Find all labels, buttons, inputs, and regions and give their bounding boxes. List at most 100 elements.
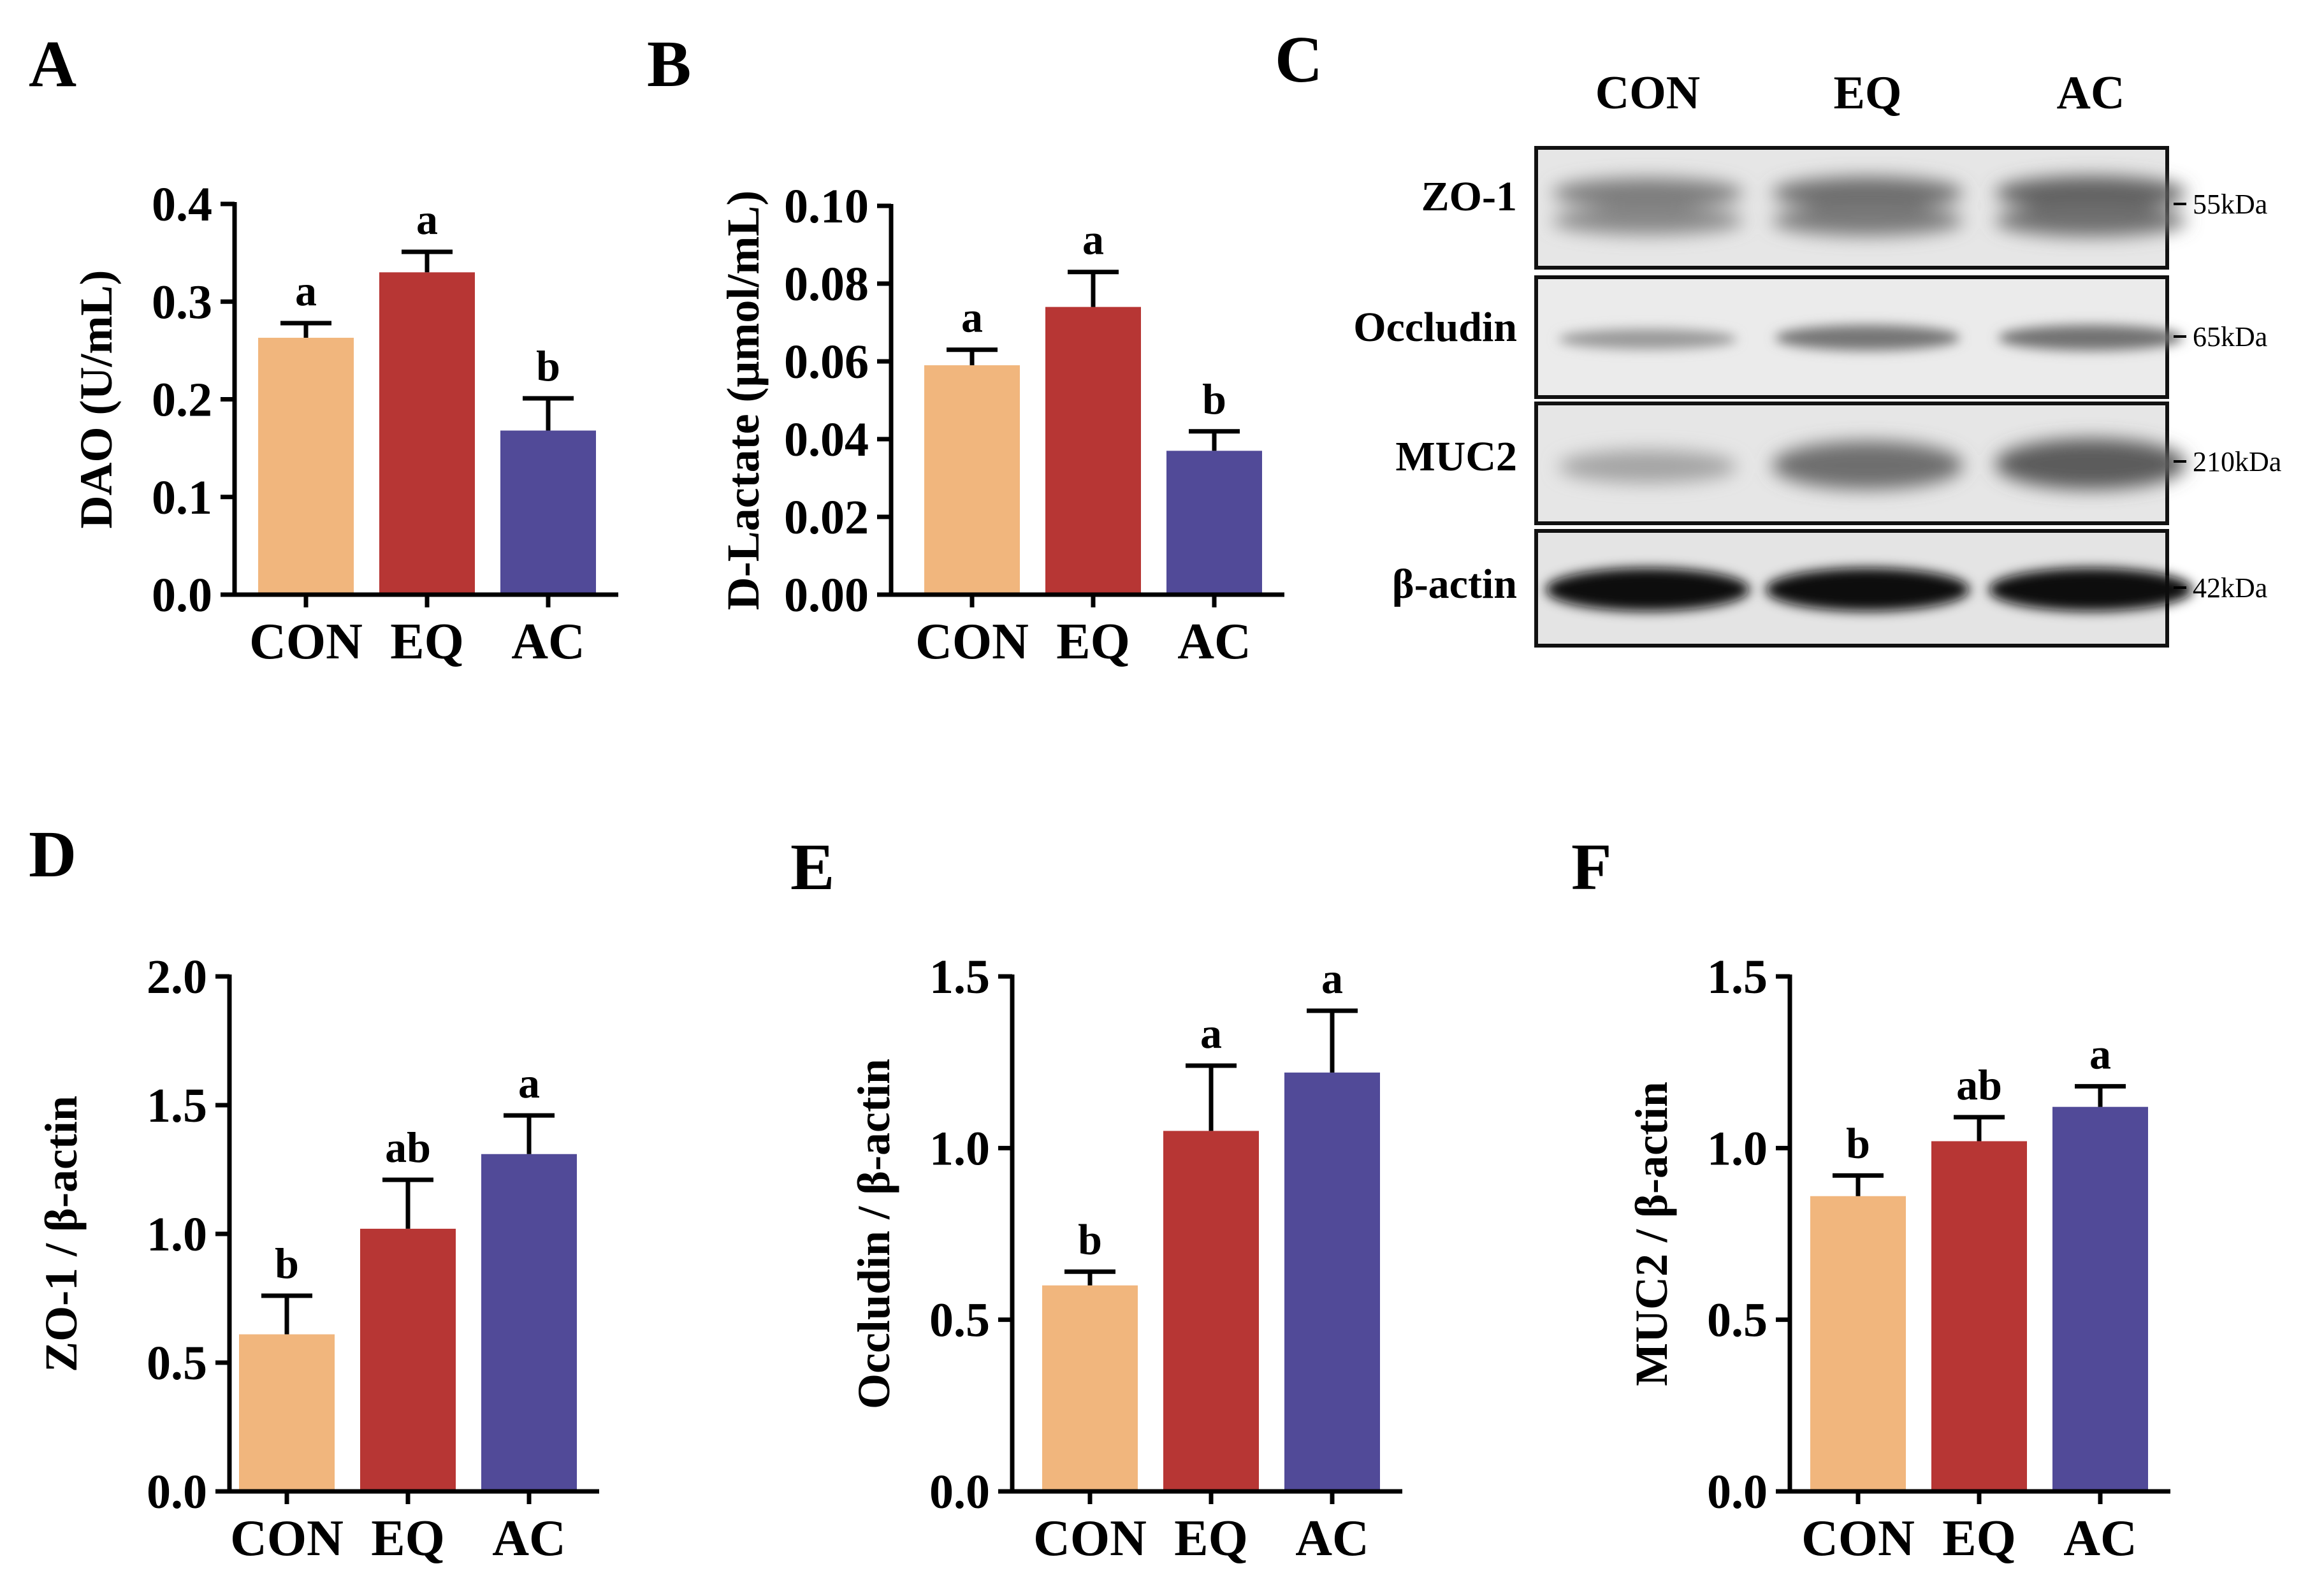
x-tick-label: AC	[1177, 614, 1251, 670]
y-tick-label: 1.0	[929, 1122, 990, 1175]
y-tick-label: 1.0	[147, 1208, 207, 1261]
blot-band	[1995, 176, 2186, 210]
blot-lane-label: CON	[1595, 67, 1700, 119]
significance-letter: a	[1200, 1009, 1222, 1057]
y-tick-label: 0.04	[784, 413, 869, 467]
chart-panel-D: D ZO-1 / β-actin b CON ab EQ a AC 0.0 0.5 1.0 1.5 2.…	[29, 818, 599, 1567]
y-tick-label: 0.0	[152, 569, 212, 622]
chart-panel-E: E Occludin / β-actin b CON a EQ a AC 0.0 0.5 1.0 1.…	[790, 830, 1402, 1567]
x-tick-label: AC	[1295, 1511, 1369, 1567]
x-tick-label: EQ	[371, 1511, 445, 1567]
bar-eq	[1931, 1141, 2027, 1491]
y-axis-label: Occludin / β-actin	[848, 1059, 899, 1409]
bar-ac	[2052, 1106, 2148, 1491]
blot-bands	[1558, 438, 2186, 489]
blot-bands	[1546, 568, 2193, 611]
blot-band	[1558, 450, 1737, 483]
blot-band	[1772, 177, 1963, 210]
bar-eq	[1045, 307, 1141, 595]
significance-letter: a	[518, 1059, 540, 1107]
panel-label-A: A	[29, 27, 76, 101]
blot-band	[1775, 325, 1960, 351]
chart-panel-B: B D-Lactate (μmol/mL) a CON a EQ b AC 0.00 0.02 0.…	[647, 27, 1284, 670]
x-tick-label: EQ	[1056, 614, 1130, 670]
blot-band	[1558, 329, 1737, 349]
significance-letter: a	[2089, 1029, 2111, 1078]
blot-band	[1998, 325, 2183, 351]
bar-con	[258, 337, 354, 595]
x-tick-label: EQ	[1942, 1511, 2016, 1567]
significance-letter: a	[961, 293, 983, 342]
panel-label-E: E	[790, 830, 834, 904]
significance-letter: ab	[1956, 1061, 2002, 1109]
significance-letter: b	[1202, 375, 1226, 423]
y-tick-label: 1.5	[1707, 950, 1768, 1004]
x-tick-label: AC	[2063, 1511, 2137, 1567]
y-tick-label: 0.0	[147, 1465, 207, 1519]
y-tick-label: 0.1	[152, 471, 212, 525]
x-tick-label: EQ	[1174, 1511, 1248, 1567]
y-tick-label: 1.5	[929, 950, 990, 1004]
y-tick-label: 0.5	[147, 1337, 207, 1390]
y-tick-label: 0.0	[1707, 1465, 1768, 1519]
bar-ac	[500, 430, 596, 595]
significance-letter: a	[1321, 954, 1343, 1003]
blot-band	[1546, 568, 1750, 611]
y-axis-label: MUC2 / β-actin	[1626, 1082, 1677, 1386]
x-tick-label: CON	[230, 1511, 344, 1567]
blot-row-occludin: Occludin 65kDa	[1353, 275, 2267, 399]
significance-letter: ab	[385, 1123, 431, 1171]
bar-con	[1810, 1196, 1906, 1491]
x-tick-label: CON	[249, 614, 363, 670]
x-tick-label: CON	[1801, 1511, 1915, 1567]
blot-protein-label: MUC2	[1395, 433, 1517, 480]
blot-protein-label: β-actin	[1392, 561, 1517, 607]
y-tick-label: 0.5	[929, 1294, 990, 1347]
y-tick-label: 0.00	[784, 569, 869, 622]
bar-eq	[1163, 1131, 1259, 1491]
x-tick-label: EQ	[390, 614, 464, 670]
y-tick-label: 2.0	[147, 950, 207, 1004]
blot-band	[1772, 205, 1963, 236]
y-tick-label: 0.4	[152, 178, 212, 231]
significance-letter: b	[1078, 1215, 1102, 1263]
y-tick-label: 0.06	[784, 335, 869, 389]
blot-bands	[1558, 325, 2183, 351]
blot-band	[1552, 206, 1743, 235]
y-axis-label: D-Lactate (μmol/mL)	[718, 191, 769, 611]
bar-ac	[481, 1154, 577, 1491]
blot-band	[1989, 568, 2193, 611]
significance-letter: a	[295, 266, 317, 315]
y-axis-label: DAO (U/mL)	[71, 270, 122, 529]
y-tick-label: 0.02	[784, 491, 869, 544]
significance-letter: a	[416, 195, 438, 243]
blot-band	[1995, 205, 2186, 236]
y-tick-label: 0.08	[784, 257, 869, 311]
chart-panel-F: F MUC2 / β-actin b CON ab EQ a AC 0.0 0.5 1.0 1.5	[1571, 830, 2170, 1567]
blot-kda-label: 65kDa	[2193, 321, 2267, 352]
western-blot-panel: C CON EQ AC ZO-1 55kDa Occludin	[1275, 23, 2281, 648]
x-tick-label: AC	[511, 614, 585, 670]
y-tick-label: 0.0	[929, 1465, 990, 1519]
blot-lane-label: EQ	[1834, 67, 1902, 119]
chart-panel-A: A DAO (U/mL) a CON a EQ b AC 0.0 0.1 0.2 0.3 0.4	[29, 27, 618, 670]
y-tick-label: 1.5	[147, 1079, 207, 1133]
panel-label-F: F	[1571, 830, 1612, 904]
blot-kda-label: 55kDa	[2193, 189, 2267, 220]
panel-label-B: B	[647, 27, 691, 101]
blot-band	[1995, 438, 2186, 489]
significance-letter: b	[536, 342, 560, 390]
y-tick-label: 0.3	[152, 275, 212, 329]
blot-row-beta-actin: β-actin 42kDa	[1392, 529, 2267, 648]
panel-label-C: C	[1275, 23, 1323, 96]
blot-band	[1766, 568, 1970, 611]
bar-con	[239, 1334, 335, 1491]
blot-band	[1552, 178, 1743, 208]
y-tick-label: 0.10	[784, 180, 869, 233]
blot-lane-label: AC	[2057, 67, 2125, 119]
bar-eq	[379, 272, 475, 595]
significance-letter: b	[1846, 1119, 1870, 1167]
significance-letter: a	[1082, 215, 1104, 264]
y-tick-label: 0.5	[1707, 1294, 1768, 1347]
